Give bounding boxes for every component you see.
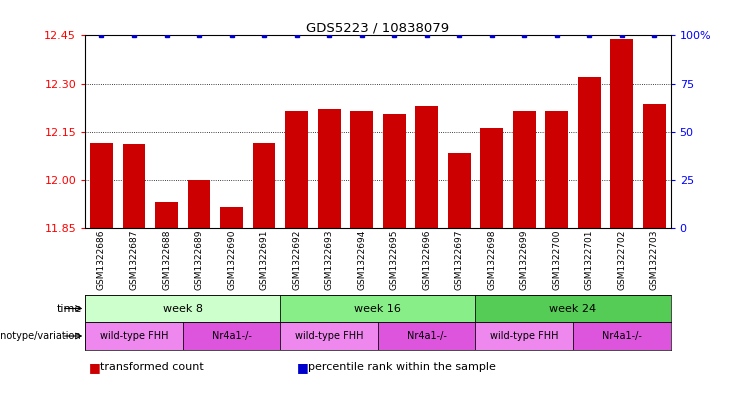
Bar	[155, 202, 178, 228]
Bar	[578, 77, 601, 228]
Text: Nr4a1-/-: Nr4a1-/-	[212, 331, 251, 341]
Bar	[280, 295, 476, 322]
Text: week 16: week 16	[354, 303, 402, 314]
Bar	[85, 295, 280, 322]
Text: week 24: week 24	[550, 303, 597, 314]
Bar	[187, 180, 210, 228]
Bar	[85, 322, 183, 350]
Bar	[318, 109, 341, 228]
Text: percentile rank within the sample: percentile rank within the sample	[308, 362, 496, 373]
Text: ■: ■	[89, 361, 101, 374]
Bar	[183, 322, 280, 350]
Text: genotype/variation: genotype/variation	[0, 331, 82, 341]
Text: week 8: week 8	[163, 303, 203, 314]
Bar	[513, 111, 536, 228]
Text: time: time	[56, 303, 82, 314]
Bar	[285, 111, 308, 228]
Bar	[383, 114, 405, 228]
Title: GDS5223 / 10838079: GDS5223 / 10838079	[306, 21, 450, 34]
Text: wild-type FHH: wild-type FHH	[490, 331, 559, 341]
Bar	[611, 39, 634, 228]
Bar	[122, 145, 145, 228]
Bar	[350, 111, 373, 228]
Text: ■: ■	[296, 361, 308, 374]
Bar	[643, 105, 665, 228]
Text: wild-type FHH: wild-type FHH	[295, 331, 363, 341]
Bar	[476, 322, 573, 350]
Bar	[448, 152, 471, 228]
Text: wild-type FHH: wild-type FHH	[100, 331, 168, 341]
Bar	[253, 143, 276, 228]
Text: Nr4a1-/-: Nr4a1-/-	[407, 331, 447, 341]
Bar	[480, 129, 503, 228]
Bar	[545, 111, 568, 228]
Bar	[220, 207, 243, 228]
Bar	[280, 322, 378, 350]
Bar	[378, 322, 476, 350]
Bar	[573, 322, 671, 350]
Bar	[90, 143, 113, 228]
Text: Nr4a1-/-: Nr4a1-/-	[602, 331, 642, 341]
Text: transformed count: transformed count	[100, 362, 204, 373]
Bar	[476, 295, 671, 322]
Bar	[415, 106, 438, 228]
